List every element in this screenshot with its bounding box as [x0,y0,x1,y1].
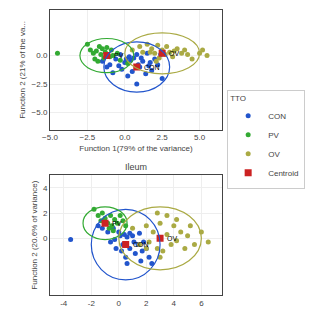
svg-text:0: 0 [43,234,48,243]
svg-text:PV: PV [268,131,279,140]
svg-text:−2.5: −2.5 [32,80,48,89]
svg-text:Function 1(79% of the variance: Function 1(79% of the variance) [79,144,193,153]
svg-text:0.0: 0.0 [119,133,131,142]
svg-text:OV: OV [169,50,179,57]
svg-text:0.0: 0.0 [36,51,48,60]
svg-text:5.0: 5.0 [194,133,206,142]
svg-text:6: 6 [199,299,204,308]
svg-text:PV: PV [114,52,124,59]
svg-text:−2.5: −2.5 [79,133,95,142]
svg-text:OV: OV [268,150,280,159]
svg-text:PV: PV [112,220,122,227]
svg-text:-4: -4 [60,299,68,308]
svg-text:4: 4 [43,184,48,193]
svg-text:4: 4 [172,299,177,308]
svg-text:Centroid: Centroid [268,169,298,178]
svg-text:2: 2 [144,299,149,308]
svg-text:−5.0: −5.0 [32,108,48,117]
svg-text:Function 2 (21% of the va...: Function 2 (21% of the va... [18,21,27,119]
svg-text:-2: -2 [88,299,96,308]
svg-text:2.5: 2.5 [157,133,169,142]
svg-text:0: 0 [117,299,122,308]
svg-text:−5.0: −5.0 [42,133,58,142]
svg-text:CON: CON [133,241,149,248]
svg-text:OV: OV [167,235,177,242]
svg-text:CON: CON [144,64,160,71]
svg-text:CON: CON [268,112,286,121]
svg-text:2: 2 [43,209,48,218]
svg-text:TTO: TTO [230,94,246,103]
svg-text:Ileum: Ileum [125,162,147,172]
svg-text:Function 2 (20.6% of variance): Function 2 (20.6% of variance) [30,180,39,289]
